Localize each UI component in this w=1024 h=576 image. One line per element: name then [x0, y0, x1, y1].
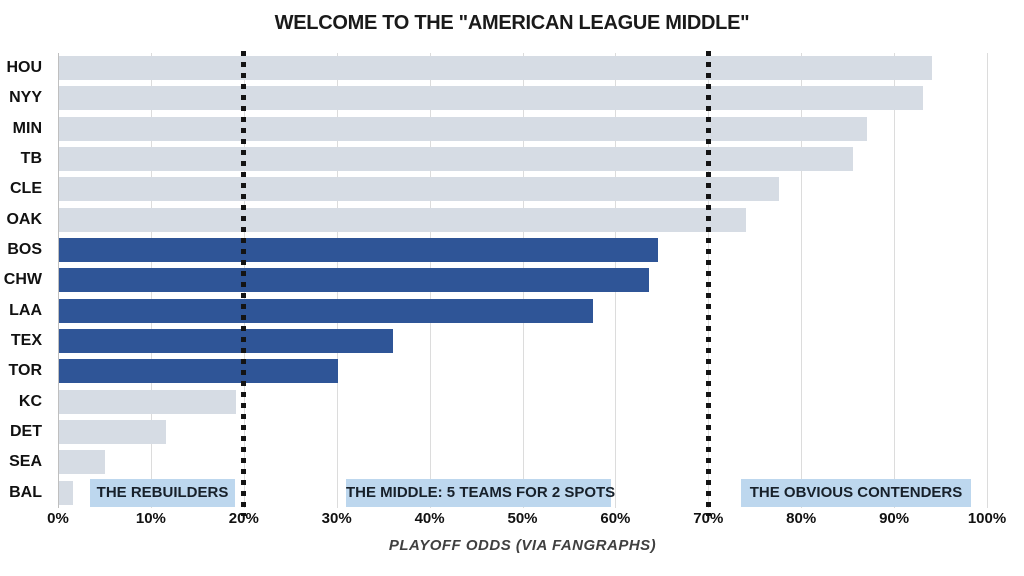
x-tick-label-70%: 70%: [693, 510, 724, 527]
y-axis-category-labels: HOU NYY MIN TB CLE OAK BOS CHW LAA TEX TOR KC DET SEA…: [0, 53, 50, 508]
category-label-kc: KC: [18, 393, 42, 410]
bar-oak: [59, 208, 747, 232]
bar-min: [59, 117, 868, 141]
gridline-100%: [987, 53, 988, 508]
category-label-laa: LAA: [9, 302, 42, 319]
bar-cle: [59, 177, 779, 201]
bar-sea: [59, 450, 106, 474]
category-label-tb: TB: [20, 150, 42, 167]
category-label-cle: CLE: [10, 180, 42, 197]
x-tick-label-100%: 100%: [967, 510, 1007, 527]
annotation-box-0: THE REBUILDERS: [89, 479, 236, 507]
bar-det: [59, 420, 166, 444]
x-tick-label-10%: 10%: [135, 510, 166, 527]
x-tick-label-30%: 30%: [321, 510, 352, 527]
category-label-tor: TOR: [8, 362, 42, 379]
y-axis-line: [58, 53, 59, 508]
annotation-box-1: THE MIDDLE: 5 TEAMS FOR 2 SPOTS: [345, 479, 615, 507]
gridline-90%: [894, 53, 896, 508]
bar-tb: [59, 147, 854, 171]
x-tick-label-90%: 90%: [879, 510, 910, 527]
category-label-tex: TEX: [10, 332, 42, 349]
category-label-hou: HOU: [6, 59, 42, 76]
bar-hou: [59, 56, 933, 80]
x-tick-label-80%: 80%: [786, 510, 817, 527]
bar-tex: [59, 329, 394, 353]
category-label-bos: BOS: [7, 241, 42, 258]
x-tick-label-20%: 20%: [228, 510, 259, 527]
chart-title: WELCOME TO THE "AMERICAN LEAGUE MIDDLE": [274, 12, 750, 34]
bar-bal: [59, 481, 73, 505]
x-axis-tick-labels: 0% 10% 20% 30% 40% 50% 60% 70% 80% 90% 100%: [47, 510, 1006, 530]
bar-tor: [59, 359, 338, 383]
bar-bos: [59, 238, 659, 262]
dotted-reference-line-70pct: [705, 51, 711, 516]
category-label-sea: SEA: [9, 453, 42, 470]
category-label-det: DET: [10, 423, 42, 440]
annotation-box-2: THE OBVIOUS CONTENDERS: [740, 479, 972, 507]
gridline-80%: [801, 53, 803, 508]
plot-area: THE REBUILDERS THE MIDDLE: 5 TEAMS FOR 2 …: [58, 51, 988, 516]
x-tick-label-0%: 0%: [47, 510, 69, 527]
x-axis-title: PLAYOFF ODDS (VIA FANGRAPHS): [388, 537, 657, 554]
bar-kc: [59, 390, 236, 414]
bar-chw: [59, 268, 649, 292]
bar-laa: [59, 299, 594, 323]
bar-nyy: [59, 86, 923, 110]
category-label-chw: CHW: [3, 271, 42, 288]
dotted-reference-line-20pct: [241, 51, 247, 516]
category-label-oak: OAK: [6, 211, 42, 228]
x-tick-label-50%: 50%: [507, 510, 538, 527]
category-label-min: MIN: [12, 120, 42, 137]
category-label-nyy: NYY: [9, 89, 42, 106]
x-tick-label-40%: 40%: [414, 510, 445, 527]
category-label-bal: BAL: [9, 484, 42, 501]
x-tick-label-60%: 60%: [600, 510, 631, 527]
